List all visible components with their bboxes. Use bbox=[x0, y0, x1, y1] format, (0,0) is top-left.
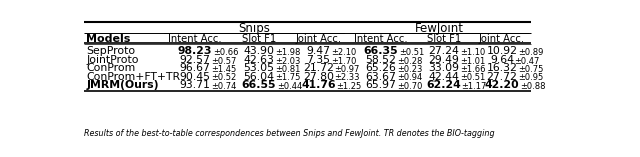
Text: Joint Acc.: Joint Acc. bbox=[479, 34, 525, 44]
Text: 29.49: 29.49 bbox=[428, 55, 460, 65]
Text: ±0.51: ±0.51 bbox=[399, 48, 424, 57]
Text: 96.67: 96.67 bbox=[180, 63, 211, 73]
Text: Intent Acc.: Intent Acc. bbox=[168, 34, 222, 44]
Text: Results of the best-to-table correspondences between Snips and FewJoint. TR deno: Results of the best-to-table corresponde… bbox=[84, 129, 495, 138]
Text: ±1.01: ±1.01 bbox=[460, 57, 485, 65]
Text: ±1.66: ±1.66 bbox=[460, 65, 485, 74]
Text: 42.63: 42.63 bbox=[244, 55, 275, 65]
Text: Joint Acc.: Joint Acc. bbox=[295, 34, 341, 44]
Text: Snips: Snips bbox=[239, 22, 270, 35]
Text: 9.64: 9.64 bbox=[490, 55, 514, 65]
Text: 63.67: 63.67 bbox=[365, 72, 397, 82]
Text: ±0.66: ±0.66 bbox=[212, 48, 238, 57]
Text: JMRM(Ours): JMRM(Ours) bbox=[86, 80, 159, 90]
Text: ±0.44: ±0.44 bbox=[276, 82, 302, 91]
Text: 66.35: 66.35 bbox=[364, 46, 398, 56]
Text: ±2.33: ±2.33 bbox=[334, 73, 360, 82]
Text: 92.57: 92.57 bbox=[180, 55, 211, 65]
Text: 65.97: 65.97 bbox=[365, 80, 397, 90]
Text: 98.23: 98.23 bbox=[178, 46, 212, 56]
Text: ±0.51: ±0.51 bbox=[460, 73, 485, 82]
Text: 7.35: 7.35 bbox=[307, 55, 330, 65]
Text: 65.26: 65.26 bbox=[365, 63, 397, 73]
Text: 9.47: 9.47 bbox=[307, 46, 330, 56]
Text: 53.05: 53.05 bbox=[244, 63, 275, 73]
Text: ±0.95: ±0.95 bbox=[518, 73, 543, 82]
Text: 27.72: 27.72 bbox=[486, 72, 517, 82]
Text: ±1.10: ±1.10 bbox=[460, 48, 485, 57]
Text: Slot F1: Slot F1 bbox=[427, 34, 461, 44]
Text: ±0.70: ±0.70 bbox=[397, 82, 422, 91]
Text: ±0.81: ±0.81 bbox=[275, 65, 300, 74]
Text: ±1.25: ±1.25 bbox=[336, 82, 361, 91]
Text: 58.52: 58.52 bbox=[365, 55, 397, 65]
Text: ±0.23: ±0.23 bbox=[397, 65, 422, 74]
Text: ±0.47: ±0.47 bbox=[515, 57, 540, 65]
Text: ±1.17: ±1.17 bbox=[461, 82, 487, 91]
Text: ±1.45: ±1.45 bbox=[211, 65, 236, 74]
Text: ±1.70: ±1.70 bbox=[331, 57, 356, 65]
Text: ±0.89: ±0.89 bbox=[518, 48, 543, 57]
Text: ±1.98: ±1.98 bbox=[275, 48, 300, 57]
Text: Models: Models bbox=[86, 34, 131, 44]
Text: ±0.88: ±0.88 bbox=[520, 82, 545, 91]
Text: Intent Acc.: Intent Acc. bbox=[355, 34, 408, 44]
Text: 27.24: 27.24 bbox=[428, 46, 460, 56]
Text: ±2.10: ±2.10 bbox=[331, 48, 356, 57]
Text: ±0.94: ±0.94 bbox=[397, 73, 422, 82]
Text: ConProm+FT+TR: ConProm+FT+TR bbox=[86, 72, 180, 82]
Text: 16.32: 16.32 bbox=[486, 63, 517, 73]
Text: FewJoint: FewJoint bbox=[415, 22, 464, 35]
Text: ±1.75: ±1.75 bbox=[275, 73, 300, 82]
Text: 27.80: 27.80 bbox=[303, 72, 334, 82]
Text: ±0.97: ±0.97 bbox=[334, 65, 360, 74]
Text: SepProto: SepProto bbox=[86, 46, 135, 56]
Text: JointProto: JointProto bbox=[86, 55, 139, 65]
Text: 66.55: 66.55 bbox=[242, 80, 276, 90]
Text: 42.44: 42.44 bbox=[428, 72, 460, 82]
Text: 21.72: 21.72 bbox=[303, 63, 333, 73]
Text: ±0.75: ±0.75 bbox=[518, 65, 543, 74]
Text: 10.92: 10.92 bbox=[486, 46, 518, 56]
Text: ±0.57: ±0.57 bbox=[211, 57, 236, 65]
Text: 42.20: 42.20 bbox=[484, 80, 519, 90]
Text: ±2.03: ±2.03 bbox=[275, 57, 300, 65]
Text: 41.76: 41.76 bbox=[301, 80, 335, 90]
Text: 56.04: 56.04 bbox=[244, 72, 275, 82]
Text: ±0.52: ±0.52 bbox=[211, 73, 236, 82]
Text: 62.24: 62.24 bbox=[426, 80, 461, 90]
Text: ±0.28: ±0.28 bbox=[397, 57, 422, 65]
Text: 90.45: 90.45 bbox=[180, 72, 211, 82]
Text: ±0.74: ±0.74 bbox=[211, 82, 236, 91]
Text: 43.90: 43.90 bbox=[244, 46, 275, 56]
Text: 33.09: 33.09 bbox=[428, 63, 460, 73]
Text: ConProm: ConProm bbox=[86, 63, 136, 73]
Text: 93.71: 93.71 bbox=[180, 80, 211, 90]
Text: Slot F1: Slot F1 bbox=[242, 34, 276, 44]
